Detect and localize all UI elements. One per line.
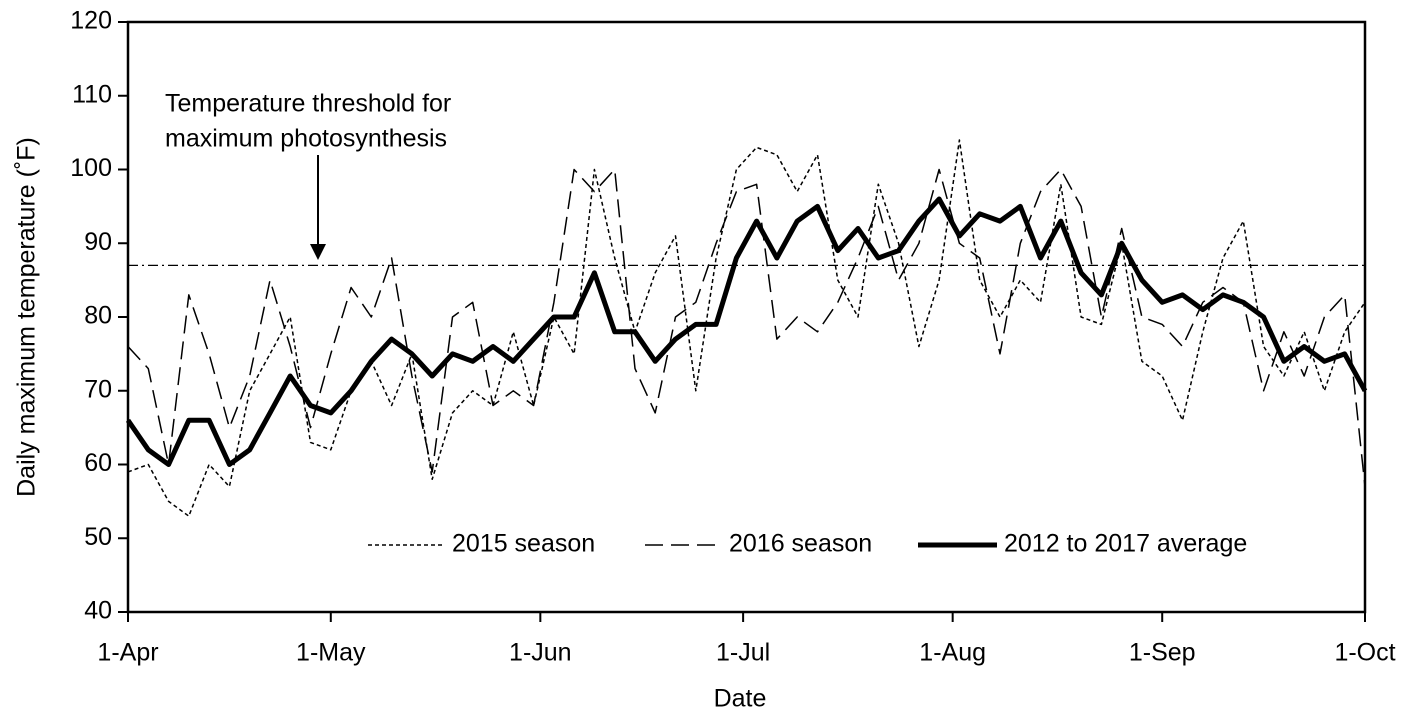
annotation: Temperature threshold for [165,90,451,118]
x-tick-label: 1-May [296,639,366,667]
series-line [127,168,1366,487]
x-axis-label: Date [714,685,767,713]
x-tick-label: 1-Sep [1129,639,1196,667]
x-tick-label: 1-Oct [1334,639,1395,667]
y-tick-label: 60 [84,449,112,477]
series-line [127,139,1366,517]
legend-label: 2012 to 2017 average [1004,530,1247,558]
x-tick-label: 1-Jul [716,639,770,667]
x-tick-label: 1-Jun [509,639,572,667]
y-tick-label: 50 [84,523,112,551]
y-tick-label: 40 [84,597,112,625]
x-tick-label: 1-Aug [919,639,986,667]
annotation-arrowhead [310,244,326,260]
y-tick-label: 110 [72,80,112,108]
x-tick-label: 1-Apr [97,639,158,667]
series-line [125,196,1368,467]
legend-label: 2016 season [729,530,872,558]
legend-label: 2015 season [452,530,595,558]
y-tick-label: 70 [84,375,112,403]
y-tick-label: 90 [84,228,112,256]
y-tick-label: 80 [84,302,112,330]
y-axis-label: Daily maximum temperature (˚F) [13,137,41,497]
annotation: maximum photosynthesis [165,125,447,153]
y-tick-label: 120 [70,7,112,35]
y-tick-label: 100 [70,154,112,182]
